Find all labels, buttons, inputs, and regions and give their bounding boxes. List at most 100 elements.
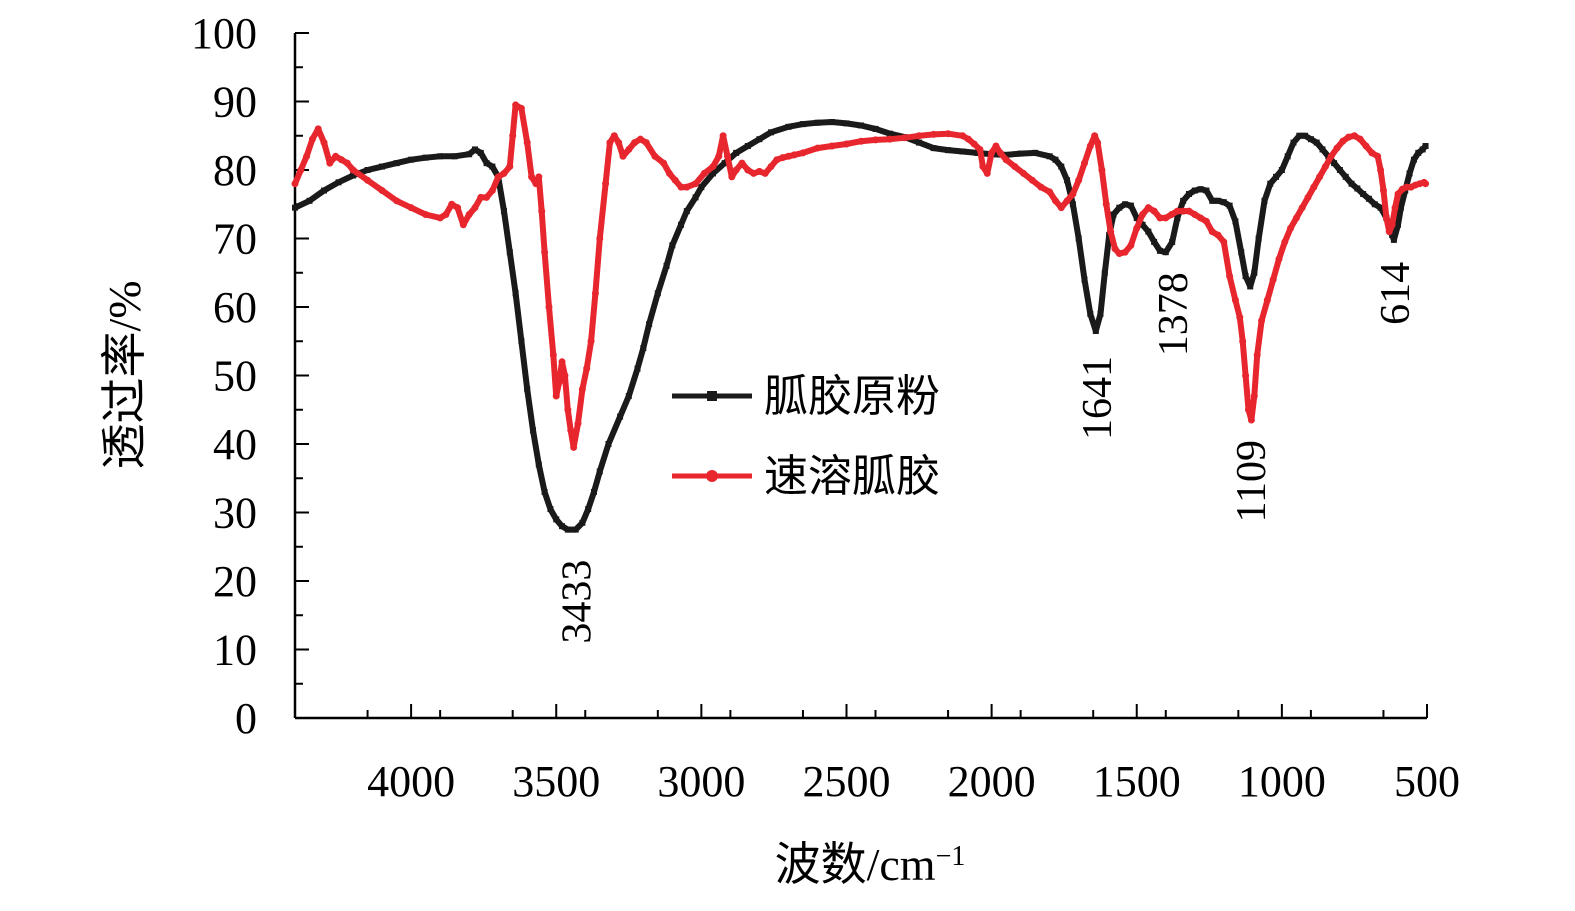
data-point xyxy=(567,426,575,434)
data-point xyxy=(1191,211,1199,219)
data-point xyxy=(1374,152,1382,160)
data-point xyxy=(1162,249,1169,256)
data-point xyxy=(512,101,520,109)
peak-label: 1641 xyxy=(1075,356,1121,440)
legend-item-1: 胍胶原粉 xyxy=(672,372,940,421)
data-point xyxy=(654,290,661,297)
data-point xyxy=(378,187,386,195)
data-point xyxy=(1144,204,1152,212)
y-tick-label: 40 xyxy=(213,420,257,469)
data-point xyxy=(615,139,623,147)
data-point xyxy=(1269,276,1277,284)
peak-label: 3433 xyxy=(555,560,601,644)
data-point xyxy=(1173,207,1181,215)
data-point xyxy=(773,156,781,164)
data-point xyxy=(1032,149,1039,156)
data-point xyxy=(1316,173,1324,181)
data-point xyxy=(683,183,691,191)
data-point xyxy=(767,163,775,171)
data-point xyxy=(660,159,668,167)
data-point xyxy=(1296,132,1303,139)
data-point xyxy=(1319,146,1326,153)
data-point xyxy=(872,125,879,132)
data-point xyxy=(1168,211,1176,219)
data-point xyxy=(517,104,525,112)
legend-label: 胍胶原粉 xyxy=(764,372,940,421)
data-point xyxy=(583,365,591,373)
data-point xyxy=(1327,152,1335,160)
data-point xyxy=(1261,197,1268,204)
data-point xyxy=(500,169,508,177)
annotations-layer: 3433 1641 1378 1109 614 xyxy=(555,262,1419,644)
data-point xyxy=(1333,144,1341,152)
data-point xyxy=(606,139,614,147)
data-point xyxy=(617,413,624,420)
data-point xyxy=(828,142,836,150)
data-point xyxy=(605,441,612,447)
data-point xyxy=(1107,228,1115,236)
series-1 xyxy=(292,119,1429,533)
data-point xyxy=(1028,176,1036,184)
data-point xyxy=(1063,197,1071,205)
data-point xyxy=(945,147,952,154)
data-point xyxy=(1220,199,1227,206)
data-point xyxy=(799,149,807,157)
data-point xyxy=(1339,137,1347,145)
data-point xyxy=(1116,204,1123,211)
data-point xyxy=(488,187,496,195)
data-point xyxy=(1255,235,1262,242)
data-point xyxy=(292,204,298,211)
data-point xyxy=(843,120,850,127)
data-point xyxy=(1133,214,1140,221)
legend-marker xyxy=(707,391,717,401)
data-point xyxy=(744,143,751,150)
data-point xyxy=(1094,139,1102,147)
data-point xyxy=(1321,163,1329,171)
y-tick-label: 60 xyxy=(213,283,257,332)
data-point xyxy=(506,249,513,256)
data-point xyxy=(437,153,444,160)
peak-label: 1378 xyxy=(1151,272,1197,356)
series-line xyxy=(292,101,1429,451)
data-point xyxy=(1174,214,1181,221)
data-point xyxy=(1275,255,1283,263)
data-point xyxy=(1185,207,1193,215)
data-point xyxy=(799,121,806,128)
y-tick-label: 80 xyxy=(213,146,257,195)
data-point xyxy=(518,338,525,345)
data-point xyxy=(379,163,386,170)
data-point xyxy=(1020,169,1028,177)
data-point xyxy=(1422,143,1429,150)
data-point xyxy=(506,163,514,171)
data-point xyxy=(1110,211,1117,218)
data-point xyxy=(1215,197,1222,204)
data-point xyxy=(489,163,496,170)
data-point xyxy=(1371,201,1378,208)
data-point xyxy=(1037,183,1045,191)
data-point xyxy=(303,152,311,160)
x-axis-title-main: 波数/cm xyxy=(775,839,936,890)
data-point xyxy=(332,152,340,160)
data-point xyxy=(1156,214,1164,222)
data-point xyxy=(477,149,484,156)
data-point xyxy=(665,169,673,177)
data-point xyxy=(291,180,299,188)
data-point xyxy=(677,183,685,191)
data-point xyxy=(590,488,597,495)
peak-label: 1109 xyxy=(1229,440,1275,522)
data-point xyxy=(448,200,456,208)
data-point xyxy=(1080,159,1088,167)
data-point xyxy=(1057,204,1065,212)
data-point xyxy=(930,145,937,152)
data-point xyxy=(1180,197,1187,204)
data-point xyxy=(1226,272,1234,280)
y-tick-label: 90 xyxy=(213,78,257,127)
data-point xyxy=(651,152,659,160)
data-point xyxy=(602,180,610,188)
data-point xyxy=(1208,228,1216,236)
data-point xyxy=(1127,241,1135,249)
data-point xyxy=(768,129,775,136)
data-point xyxy=(678,221,685,228)
data-point xyxy=(407,204,415,212)
